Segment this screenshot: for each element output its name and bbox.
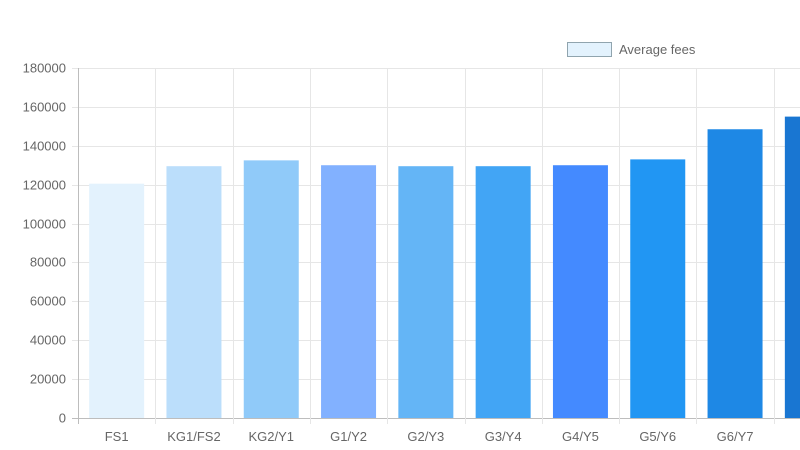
x-tick-label: G6/Y7 [717,429,754,444]
x-tick-label: KG2/Y1 [248,429,294,444]
y-tick-label: 60000 [30,294,66,309]
x-tick-label: G4/Y5 [562,429,599,444]
x-tick-label: G3/Y4 [485,429,522,444]
x-tick-label: G2/Y3 [407,429,444,444]
bar-fs1 [89,183,145,418]
bar-g6-y7 [707,129,763,418]
bar-kg2-y1 [243,160,299,418]
legend-swatch [567,42,612,57]
bar-g5-y6 [630,159,686,418]
legend-label: Average fees [619,42,696,57]
bar-g2-y3 [398,166,454,418]
x-tick-label: FS1 [105,429,129,444]
y-tick-label: 40000 [30,333,66,348]
bar-g [784,116,800,418]
y-tick-label: 100000 [23,217,66,232]
x-tick-label: G5/Y6 [639,429,676,444]
y-tick-label: 180000 [23,61,66,76]
bar-g3-y4 [475,166,531,418]
x-tick-label: G1/Y2 [330,429,367,444]
y-tick-label: 120000 [23,178,66,193]
y-tick-label: 160000 [23,100,66,115]
y-tick-label: 20000 [30,372,66,387]
y-tick-label: 140000 [23,139,66,154]
x-tick-label: KG1/FS2 [167,429,220,444]
bar-g1-y2 [321,165,377,418]
bar-g4-y5 [552,165,608,418]
bar-kg1-fs2 [166,166,222,418]
y-tick-label: 0 [59,411,66,426]
y-tick-label: 80000 [30,255,66,270]
